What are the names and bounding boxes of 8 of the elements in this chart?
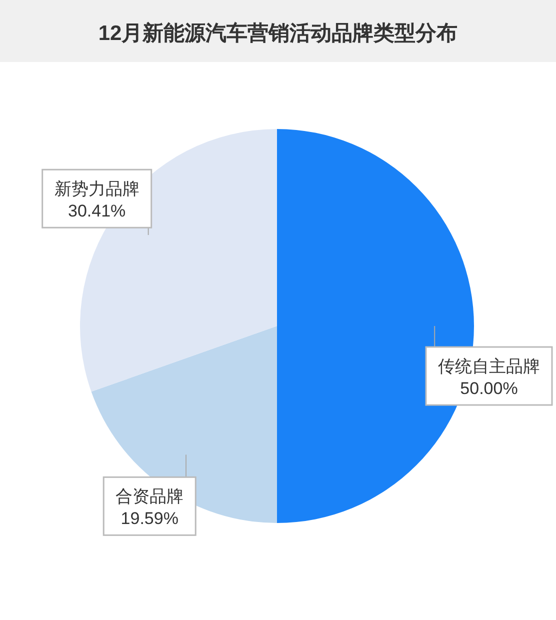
slice-label: 新势力品牌 [54,180,140,199]
chart-title: 12月新能源汽车营销活动品牌类型分布 [98,21,458,45]
pie-slice [91,326,277,523]
slice-label: 传统自主品牌 [438,357,540,376]
data-label: 19.59% [120,509,178,528]
data-label: 30.41% [68,202,126,221]
data-label: 50.00% [460,379,518,398]
slice-label: 合资品牌 [116,487,184,506]
